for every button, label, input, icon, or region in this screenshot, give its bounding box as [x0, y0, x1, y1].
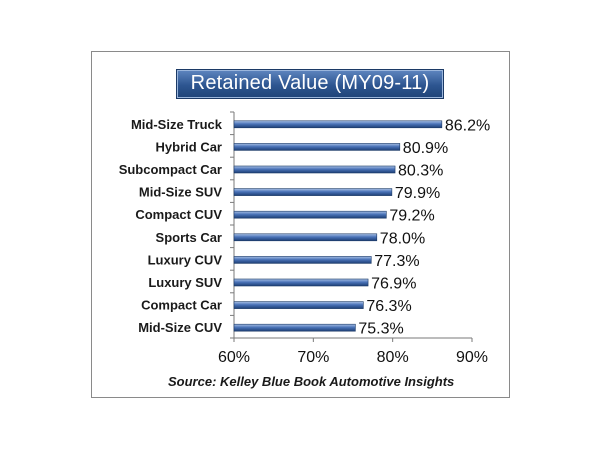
bar: [233, 301, 364, 309]
chart-source: Source: Kelley Blue Book Automotive Insi…: [168, 374, 455, 389]
x-tick-label: 60%: [218, 349, 250, 366]
axes: [230, 111, 473, 342]
value-label: 80.9%: [403, 140, 448, 157]
bar: [233, 210, 387, 219]
category-label: Compact Car: [141, 298, 222, 313]
category-label: Mid-Size CUV: [138, 320, 222, 335]
bar: [233, 323, 356, 332]
bar: [233, 120, 443, 129]
chart-title: Retained Value (MY09-11): [176, 69, 444, 99]
x-tick-labels: 60% 70% 80% 90%: [218, 349, 488, 366]
x-tick-label: 90%: [456, 349, 488, 366]
value-label: 79.2%: [389, 208, 434, 225]
value-label: 78.0%: [380, 230, 425, 247]
category-label: Hybrid Car: [156, 139, 222, 154]
category-labels: Mid-Size Truck Hybrid Car Subcompact Car Mi…: [119, 117, 223, 335]
value-label: 77.3%: [374, 253, 419, 270]
bar: [233, 278, 369, 287]
category-label: Luxury SUV: [148, 275, 222, 290]
value-label: 86.2%: [445, 117, 490, 134]
bar: [233, 233, 378, 242]
bar: [233, 256, 372, 264]
category-label: Subcompact Car: [119, 162, 222, 177]
x-tick-label: 70%: [297, 349, 329, 366]
category-label: Mid-Size Truck: [131, 117, 223, 132]
value-label: 80.3%: [398, 163, 443, 180]
x-tick-label: 80%: [377, 349, 409, 366]
value-labels: 86.2% 80.9% 80.3% 79.9% 79.2% 78.0% 77.3% 76.9%…: [358, 117, 490, 337]
category-label: Luxury CUV: [148, 252, 223, 267]
value-label: 76.9%: [371, 276, 416, 293]
category-label: Mid-Size SUV: [139, 185, 222, 200]
value-label: 79.9%: [395, 185, 440, 202]
bars: [233, 120, 443, 332]
category-label: Compact CUV: [135, 207, 222, 222]
value-label: 75.3%: [358, 321, 403, 338]
value-label: 76.3%: [366, 298, 411, 315]
bar: [233, 165, 396, 174]
bar: [233, 188, 393, 196]
chart-frame: [91, 51, 510, 398]
category-label: Sports Car: [156, 230, 222, 245]
bar: [233, 143, 401, 151]
